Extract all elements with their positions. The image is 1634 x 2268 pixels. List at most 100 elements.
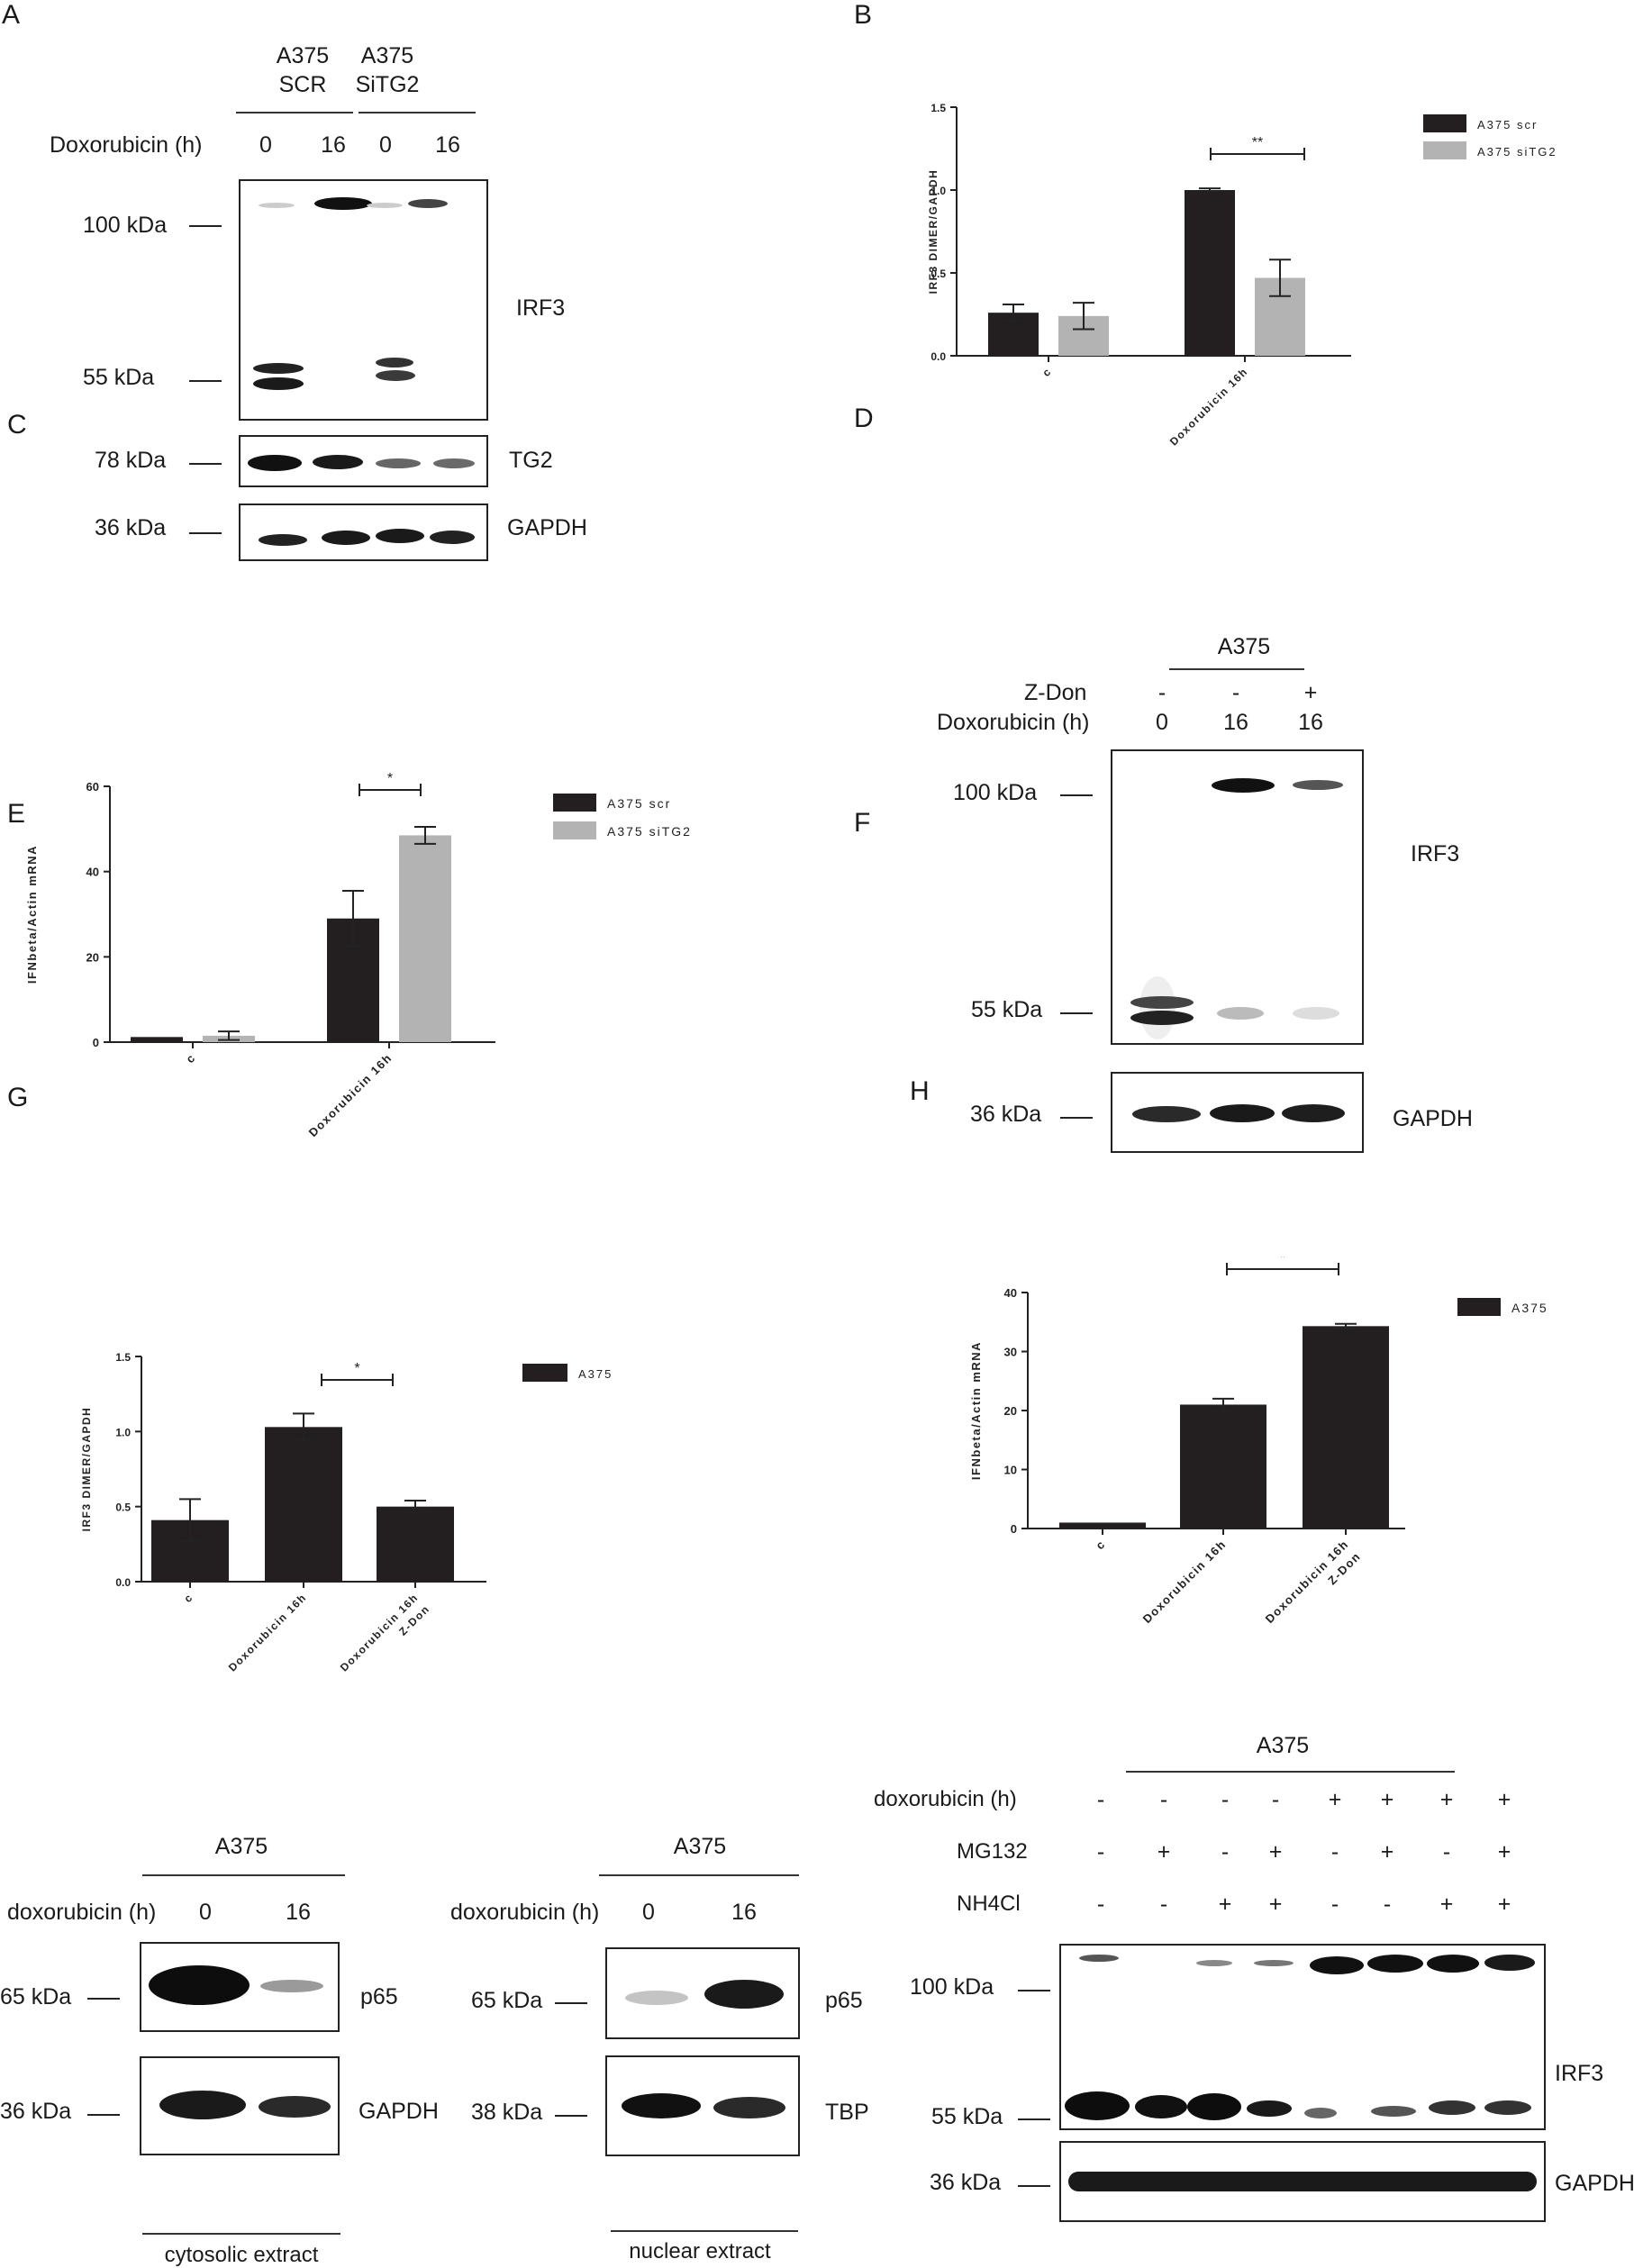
lane-label: 0 bbox=[642, 1900, 655, 1925]
y-tick-label: 0.5 bbox=[115, 1501, 131, 1514]
lane-label: 16 bbox=[321, 132, 346, 158]
treatment-sign: + bbox=[1380, 1839, 1394, 1864]
significance-marker: * bbox=[387, 771, 393, 786]
panel-label-b: B bbox=[854, 0, 873, 30]
tbp-blot bbox=[605, 2055, 800, 2156]
marker-55: 55 kDa bbox=[931, 2104, 1003, 2129]
chart-panel-c: 0 20 40 60 IFNbeta/Actin mRNA c Doxorubicin 16… bbox=[25, 771, 690, 1140]
marker-tick bbox=[1060, 794, 1093, 796]
treatment-sign: - bbox=[1442, 1839, 1451, 1864]
bar bbox=[265, 1427, 342, 1582]
group-label: SCR bbox=[278, 72, 327, 97]
group-line bbox=[599, 1874, 799, 1876]
band bbox=[1484, 2100, 1531, 2115]
lane-label: 16 bbox=[731, 1900, 757, 1925]
lane-label: 16 bbox=[286, 1900, 311, 1925]
marker-tick bbox=[1060, 1012, 1093, 1014]
group-line bbox=[142, 1874, 345, 1876]
band bbox=[313, 455, 363, 469]
marker-tick bbox=[555, 2115, 587, 2117]
band bbox=[1254, 1960, 1294, 1966]
gapdh-blot bbox=[1111, 1072, 1364, 1153]
treatment-sign: + bbox=[1268, 1839, 1283, 1864]
panel-label-c: C bbox=[7, 410, 27, 440]
treatment-sign: + bbox=[1268, 1892, 1283, 1917]
band bbox=[1282, 1104, 1345, 1122]
y-tick-label: 40 bbox=[1004, 1286, 1017, 1300]
y-tick-label: 20 bbox=[86, 950, 99, 964]
band bbox=[367, 203, 403, 208]
band bbox=[1310, 1956, 1364, 1974]
group-label: A375 bbox=[1256, 1733, 1310, 1758]
marker-tick bbox=[1060, 1117, 1093, 1119]
p65-blot bbox=[140, 1942, 340, 2032]
protein-label: IRF3 bbox=[1555, 2061, 1604, 2086]
marker-tick bbox=[87, 1998, 120, 2000]
marker-36: 36 kDa bbox=[970, 1102, 1042, 1127]
lane-label: 0 bbox=[379, 132, 392, 158]
legend-label: A375 bbox=[578, 1367, 613, 1381]
treatment-label: doxorubicin (h) bbox=[450, 1900, 600, 1925]
band bbox=[376, 529, 424, 543]
band bbox=[1196, 1960, 1232, 1966]
marker-tick bbox=[1018, 2185, 1050, 2187]
x-tick-label-line: Doxorubicin 16h bbox=[1167, 365, 1250, 448]
protein-label: GAPDH bbox=[359, 2099, 439, 2124]
marker-tick bbox=[189, 380, 222, 382]
y-axis-label: IRF3 DIMER/GAPDH bbox=[927, 169, 940, 295]
chart-panel-f: 0 10 20 30 40 IFNbeta/Actin mRNA c Doxorubicin … bbox=[969, 1256, 1547, 1627]
marker-65: 65 kDa bbox=[471, 1988, 543, 2013]
band bbox=[376, 370, 415, 381]
y-tick-label: 40 bbox=[86, 866, 99, 879]
x-tick-label: Doxorubicin 16h bbox=[306, 1051, 395, 1140]
marker-36: 36 kDa bbox=[95, 515, 167, 540]
bar bbox=[1303, 1326, 1389, 1529]
protein-label: IRF3 bbox=[516, 295, 566, 321]
group-line bbox=[359, 112, 476, 113]
y-tick-label: 1.0 bbox=[930, 185, 946, 197]
x-tick-label-line: c bbox=[1039, 365, 1054, 379]
legend-swatch bbox=[553, 821, 596, 839]
band bbox=[622, 2093, 701, 2118]
treatment-sign: + bbox=[1497, 1892, 1511, 1917]
group-label: A375 bbox=[214, 1834, 268, 1859]
band bbox=[376, 358, 413, 367]
marker-tick bbox=[189, 532, 222, 534]
x-tick-label: Doxorubicin 16h bbox=[1140, 1538, 1230, 1627]
x-tick-label-line: c bbox=[1093, 1538, 1108, 1553]
y-tick-label: 0 bbox=[93, 1036, 99, 1049]
x-tick-label: c bbox=[181, 1591, 195, 1605]
x-tick-label: c bbox=[183, 1051, 198, 1066]
marker-65: 65 kDa bbox=[0, 1984, 72, 2009]
y-tick-label: 1.0 bbox=[115, 1426, 131, 1438]
y-tick-label: 60 bbox=[86, 780, 99, 794]
y-tick-label: 20 bbox=[1004, 1404, 1017, 1418]
y-axis-label: IFNbeta/Actin mRNA bbox=[969, 1341, 983, 1480]
band bbox=[149, 1965, 250, 2005]
band bbox=[314, 197, 372, 210]
row-label: Z-Don bbox=[1024, 680, 1087, 705]
band bbox=[1304, 2108, 1337, 2118]
treatment-sign: - bbox=[1096, 1787, 1105, 1812]
p65-blot bbox=[605, 1947, 800, 2039]
protein-label: TG2 bbox=[509, 448, 553, 473]
band bbox=[322, 531, 370, 545]
treatment-sign: + bbox=[1380, 1787, 1394, 1812]
panel-label-e: E bbox=[7, 799, 26, 829]
protein-label: IRF3 bbox=[1411, 841, 1460, 866]
band bbox=[260, 1980, 323, 1992]
y-tick-label: 1.5 bbox=[930, 102, 946, 114]
x-tick-label: c bbox=[1039, 365, 1054, 379]
legend-swatch bbox=[1423, 114, 1466, 132]
band bbox=[433, 458, 475, 468]
marker-55: 55 kDa bbox=[971, 997, 1043, 1022]
y-tick-label: 10 bbox=[1004, 1464, 1017, 1477]
bar bbox=[131, 1037, 183, 1042]
treatment-sign: + bbox=[1497, 1839, 1511, 1864]
treatment-sign: + bbox=[1439, 1787, 1454, 1812]
caption: nuclear extract bbox=[629, 2239, 771, 2263]
chart-panel-b: 0.0 0.5 1.0 1.5 IRF3 DIMER/GAPDH c Doxorubicin… bbox=[927, 102, 1556, 449]
y-tick-label: 0 bbox=[1011, 1522, 1017, 1536]
group-label: A375 bbox=[1217, 634, 1271, 659]
gapdh-blot bbox=[140, 2056, 340, 2155]
